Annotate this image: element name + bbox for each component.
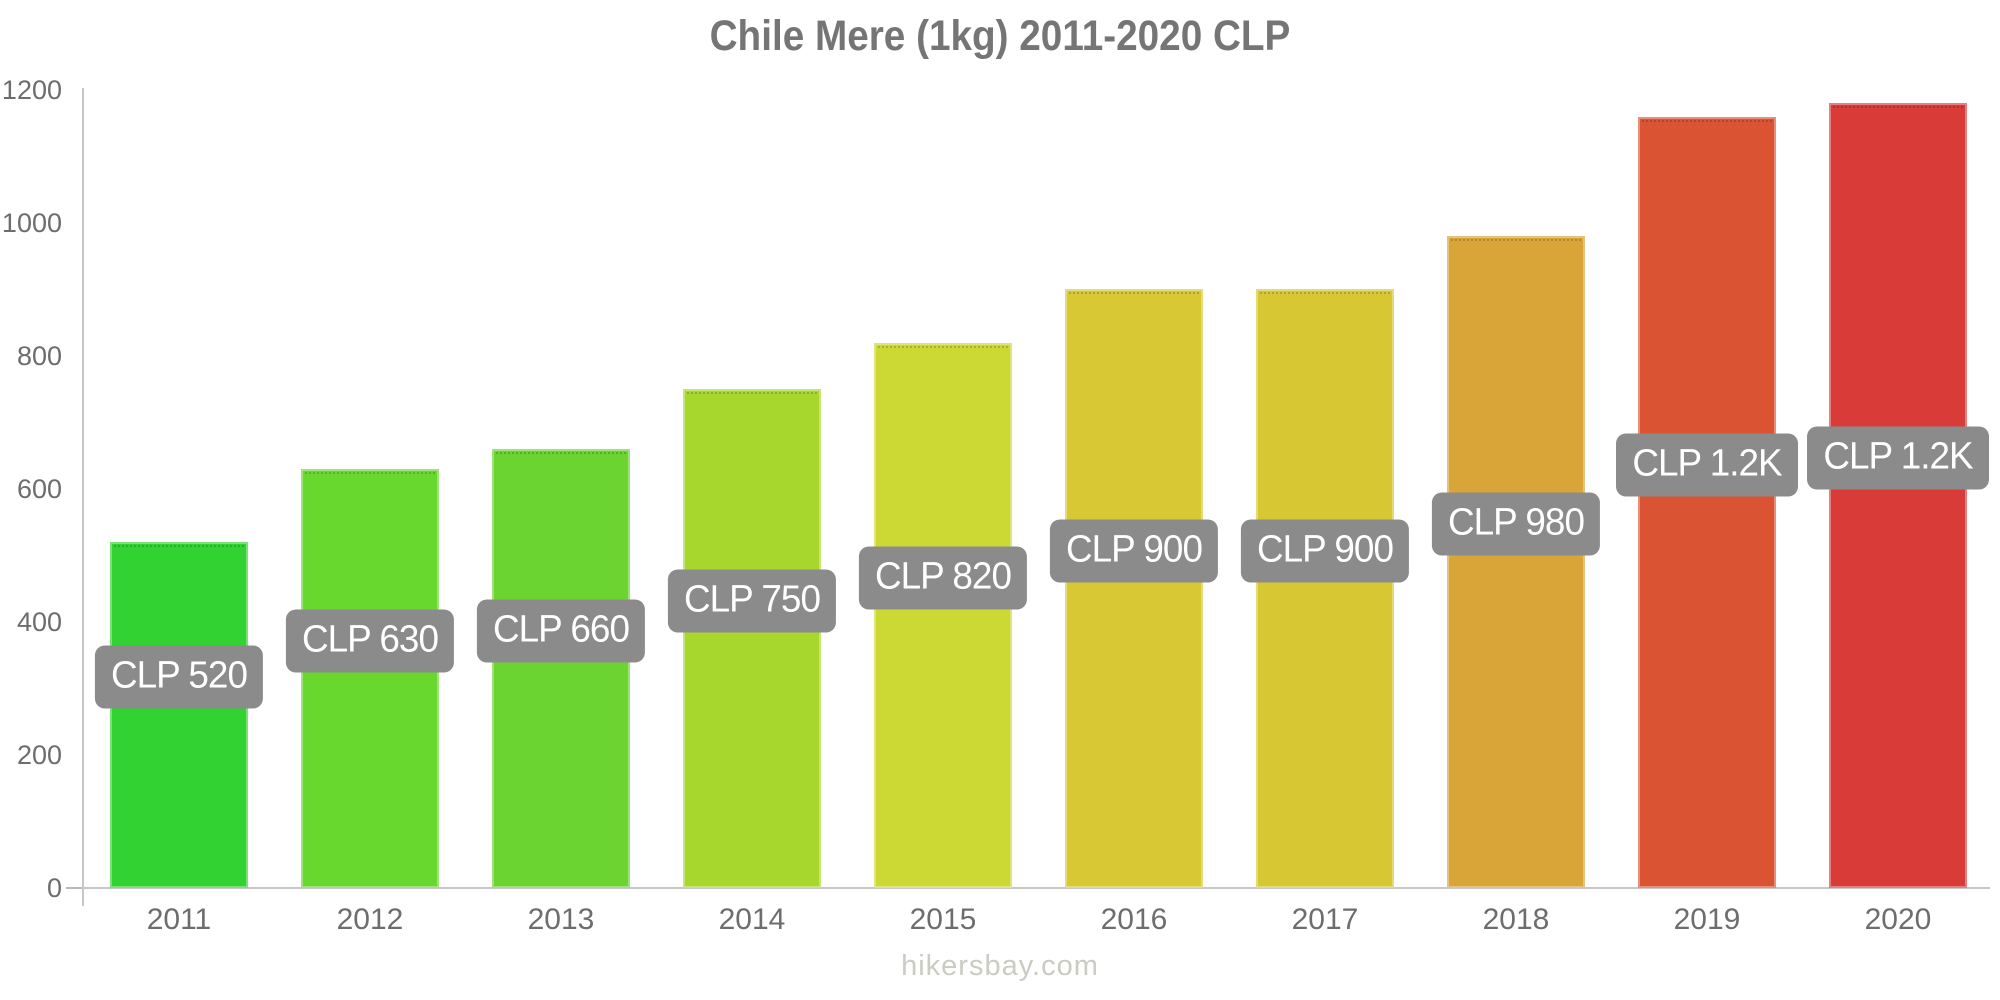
x-axis-label-2016: 2016 <box>1100 903 1168 936</box>
tooltip-value-text: CLP 1.2K <box>1632 442 1782 484</box>
y-axis-zero-tick <box>66 887 82 889</box>
tooltip-background <box>1807 426 1989 489</box>
bar-2017[interactable] <box>1256 289 1394 888</box>
bar-2011[interactable] <box>110 542 248 888</box>
bar-top-edge <box>878 346 1008 348</box>
chart-title: Chile Mere (1kg) 2011-2020 CLP <box>709 12 1291 60</box>
bar-top-edge <box>496 452 626 454</box>
bar-value-tooltip: CLP 630 <box>285 609 455 672</box>
tooltip-background <box>858 546 1028 609</box>
tooltip-value-text: CLP 820 <box>875 555 1012 597</box>
tooltip-background <box>1616 433 1798 496</box>
bar-value-tooltip: CLP 660 <box>476 599 646 662</box>
bar-top-edge <box>687 392 817 394</box>
bar-top-edge <box>1069 292 1199 294</box>
bar-value-tooltip: CLP 520 <box>94 645 264 709</box>
tooltip-background <box>1240 519 1410 582</box>
x-axis-label-2017: 2017 <box>1291 903 1359 936</box>
bar-value-tooltip: CLP 1.2K <box>1807 426 1989 489</box>
bar-top-edge <box>1260 292 1390 294</box>
x-axis-label-2011: 2011 <box>146 903 212 936</box>
bar-2020[interactable] <box>1829 103 1967 888</box>
tooltip-value-text: CLP 980 <box>1448 501 1585 544</box>
bar-2015[interactable] <box>874 343 1012 888</box>
bar-value-tooltip: CLP 750 <box>667 569 837 632</box>
y-axis-tick-label: 0 <box>46 873 62 903</box>
tooltip-value-text: CLP 900 <box>1066 528 1203 570</box>
tooltip-value-text: CLP 750 <box>684 578 821 620</box>
bar-top-edge <box>114 545 244 547</box>
y-axis-tick-label: 400 <box>16 607 62 637</box>
x-axis-label-2013: 2013 <box>527 903 595 936</box>
footer-watermark-link[interactable]: hikersbay.com <box>901 950 1099 982</box>
x-axis-line <box>82 887 1990 889</box>
bar-top-edge <box>305 472 435 474</box>
y-axis-line <box>82 88 84 906</box>
tooltip-value-text: CLP 660 <box>493 608 630 650</box>
tooltip-value-text: CLP 630 <box>302 618 439 660</box>
x-axis-label-2020: 2020 <box>1864 903 1932 936</box>
x-axis-label-2018: 2018 <box>1482 903 1550 936</box>
bar-2019[interactable] <box>1638 117 1776 888</box>
y-axis-tick-label: 600 <box>16 474 62 504</box>
x-axis-label-2019: 2019 <box>1673 903 1741 936</box>
tooltip-value-text: CLP 1.2K <box>1823 435 1973 477</box>
tooltip-background <box>285 609 455 672</box>
tooltip-background <box>1049 519 1219 582</box>
bar-2016[interactable] <box>1065 289 1203 888</box>
x-axis-label-2012: 2012 <box>336 903 404 936</box>
bar-top-edge <box>1451 239 1581 241</box>
bar-2018[interactable] <box>1447 236 1585 888</box>
bar-2014[interactable] <box>683 389 821 888</box>
y-axis-tick-label: 1000 <box>1 208 62 238</box>
tooltip-background <box>94 645 264 709</box>
y-axis-tick-label: 1200 <box>1 75 62 105</box>
bar-value-tooltip: CLP 820 <box>858 546 1028 609</box>
bar-value-tooltip: CLP 1.2K <box>1616 433 1798 496</box>
bar-value-tooltip: CLP 900 <box>1240 519 1410 582</box>
bar-top-edge <box>1833 106 1963 108</box>
tooltip-background <box>667 569 837 632</box>
tooltip-background <box>1431 492 1601 556</box>
x-axis-label-2014: 2014 <box>718 903 786 936</box>
bar-2013[interactable] <box>492 449 630 888</box>
bar-top-edge <box>1642 120 1772 122</box>
bar-2012[interactable] <box>301 469 439 888</box>
tooltip-value-text: CLP 520 <box>111 654 248 697</box>
bar-value-tooltip: CLP 980 <box>1431 492 1601 556</box>
y-axis-tick-label: 800 <box>16 341 62 371</box>
x-axis-label-2015: 2015 <box>909 903 977 936</box>
bar-value-tooltip: CLP 900 <box>1049 519 1219 582</box>
y-axis-tick-label: 200 <box>16 740 62 770</box>
tooltip-background <box>476 599 646 662</box>
tooltip-value-text: CLP 900 <box>1257 528 1394 570</box>
